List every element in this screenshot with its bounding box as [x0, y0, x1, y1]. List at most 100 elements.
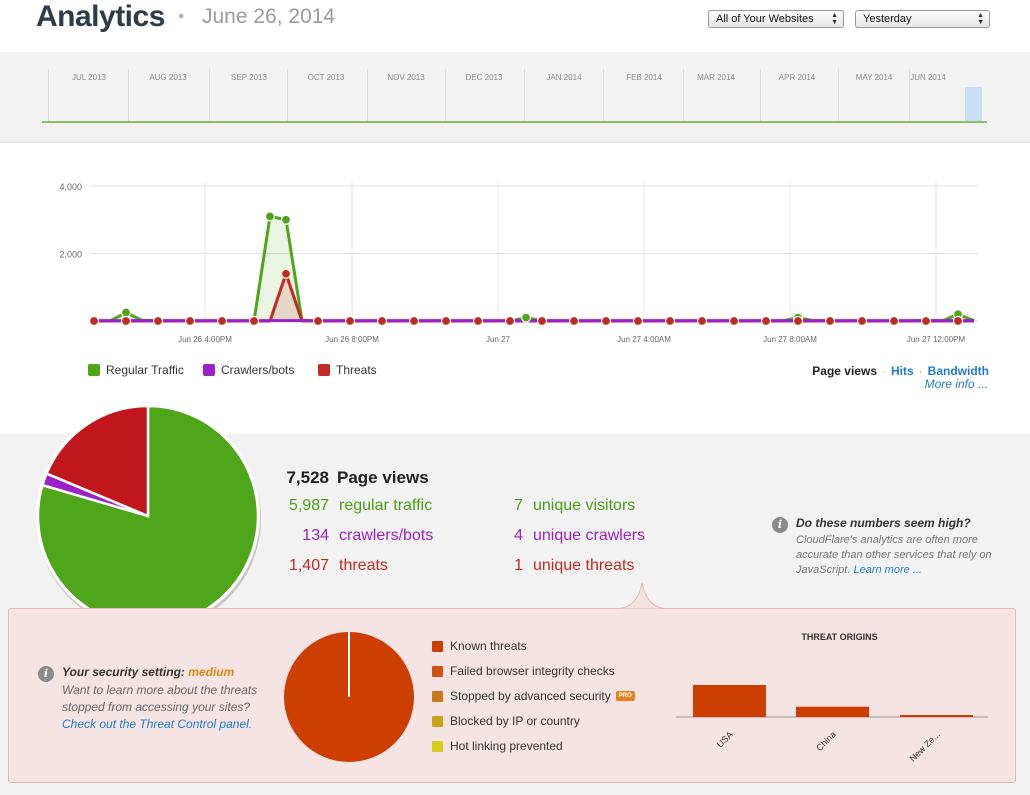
timeline-month[interactable]: JUL 2013	[72, 73, 106, 82]
stat-unique-visitors: 7 unique visitors	[502, 497, 635, 515]
tab-page-views[interactable]: Page views	[812, 364, 877, 378]
x-tick-label: Jun 26 8:00PM	[325, 335, 379, 344]
threat-panel-notch	[617, 582, 667, 610]
learn-more-link[interactable]: Learn more ...	[853, 564, 922, 576]
timeline-month[interactable]: NOV 2013	[387, 73, 425, 82]
timeline-navigator[interactable]: JUL 2013 AUG 2013 SEP 2013 OCT 2013 NOV 2013…	[0, 52, 1030, 143]
legend-regular-traffic[interactable]: Regular Traffic	[88, 363, 184, 377]
stat-regular-traffic: 5,987 regular traffic	[285, 497, 432, 515]
threat-origins-title: THREAT ORIGINS	[801, 632, 878, 642]
data-point	[568, 315, 580, 327]
timeline-month[interactable]: JAN 2014	[546, 73, 582, 82]
data-point	[696, 315, 708, 327]
hotlinking-label: Hot linking prevented	[450, 739, 563, 753]
data-point	[88, 315, 100, 327]
website-select-value: All of Your Websites	[716, 13, 814, 25]
series-line	[94, 272, 974, 323]
timeline-separator	[838, 69, 839, 121]
data-point	[152, 315, 164, 327]
tab-bandwidth[interactable]: Bandwidth	[927, 364, 989, 378]
traffic-pie-chart	[36, 404, 261, 631]
browser-integrity-swatch	[432, 665, 443, 677]
threat-control-link[interactable]: Check out the Threat Control panel.	[62, 717, 253, 731]
timeline-separator	[524, 69, 525, 121]
threat-type-hotlinking: Hot linking prevented	[432, 739, 563, 753]
more-info-link[interactable]: More info ...	[924, 377, 988, 391]
select-arrows-icon: ▲ ▼	[977, 12, 984, 26]
select-arrows-icon: ▲ ▼	[831, 12, 838, 26]
known-threats-swatch	[432, 640, 443, 652]
timeline-baseline	[42, 121, 987, 123]
timeline-month[interactable]: DEC 2013	[465, 73, 503, 82]
data-point	[600, 315, 612, 327]
advanced-security-swatch	[432, 690, 443, 702]
threat-type-advanced-security: Stopped by advanced security PRO	[432, 689, 635, 703]
regular-label: regular traffic	[339, 497, 433, 514]
data-point	[536, 315, 548, 327]
timeline-selection[interactable]	[965, 87, 982, 122]
timeline-month[interactable]: FEB 2014	[626, 73, 662, 82]
timeline-separator	[603, 69, 604, 121]
hotlinking-swatch	[432, 740, 443, 752]
security-body: Want to learn more about the threats sto…	[62, 682, 272, 733]
timeline-separator	[287, 69, 288, 121]
timeline-month[interactable]: MAR 2014	[697, 73, 735, 82]
website-select[interactable]: All of Your Websites ▲ ▼	[708, 10, 844, 28]
x-tick-label: Jun 27	[486, 335, 511, 344]
unique-crawlers-count: 4	[514, 527, 523, 544]
tab-separator: ·	[882, 364, 886, 378]
timeline-separator	[683, 69, 684, 121]
timeline-month[interactable]: SEP 2013	[231, 73, 267, 82]
crawlers-label: crawlers/bots	[339, 527, 434, 544]
high-numbers-body: CloudFlare's analytics are often more ac…	[796, 533, 996, 578]
data-point	[888, 315, 900, 327]
threat-type-known: Known threats	[432, 639, 527, 653]
advanced-security-label: Stopped by advanced security	[450, 689, 611, 703]
ip-country-swatch	[432, 715, 443, 727]
y-tick-label: 2,000	[59, 250, 82, 260]
legend-crawlers[interactable]: Crawlers/bots	[203, 363, 294, 377]
security-level: medium	[188, 665, 235, 679]
threat-origins-chart: USA China New Ze...	[676, 685, 988, 764]
data-point	[280, 268, 292, 279]
timeline-month[interactable]: OCT 2013	[307, 73, 345, 82]
origin-bar	[693, 685, 766, 717]
legend-threats[interactable]: Threats	[318, 363, 377, 377]
data-point	[760, 315, 772, 327]
data-point	[520, 312, 532, 323]
x-tick-label: Jun 27 4:00AM	[617, 335, 671, 344]
info-icon: i	[772, 517, 788, 533]
timeline-separator	[367, 69, 368, 121]
unique-threats-count: 1	[514, 557, 523, 574]
data-point	[504, 315, 516, 327]
crawlers-count: 134	[302, 527, 329, 544]
timeline-month[interactable]: APR 2014	[778, 73, 816, 82]
page-views-count: 7,528	[286, 468, 329, 487]
tab-separator: ·	[918, 364, 923, 378]
page-title: Analytics	[36, 0, 165, 33]
pie-slice	[44, 404, 150, 518]
legend-regular-label: Regular Traffic	[106, 363, 184, 377]
data-point	[248, 315, 260, 327]
high-numbers-question: Do these numbers seem high?	[796, 516, 971, 530]
legend-crawlers-swatch	[203, 364, 215, 376]
data-point	[824, 315, 836, 327]
legend-crawlers-label: Crawlers/bots	[221, 363, 295, 377]
security-title: Your security setting: medium	[62, 665, 234, 679]
timeline-month[interactable]: JUN 2014	[910, 73, 946, 82]
timeline-separator	[445, 69, 446, 121]
timeline-month[interactable]: MAY 2014	[855, 73, 893, 82]
data-point	[264, 211, 276, 222]
legend-regular-swatch	[88, 364, 100, 376]
legend-threats-label: Threats	[336, 363, 377, 377]
x-tick-label: Jun 27 8:00AM	[763, 335, 817, 344]
data-point	[632, 315, 644, 327]
timeline-month[interactable]: AUG 2013	[149, 73, 187, 82]
known-threats-label: Known threats	[450, 639, 527, 653]
tab-hits[interactable]: Hits	[891, 364, 914, 378]
series-area	[94, 216, 974, 321]
data-point	[728, 315, 740, 327]
unique-visitors-label: unique visitors	[533, 497, 636, 514]
period-select[interactable]: Yesterday ▲ ▼	[855, 10, 990, 28]
data-point	[184, 315, 196, 327]
